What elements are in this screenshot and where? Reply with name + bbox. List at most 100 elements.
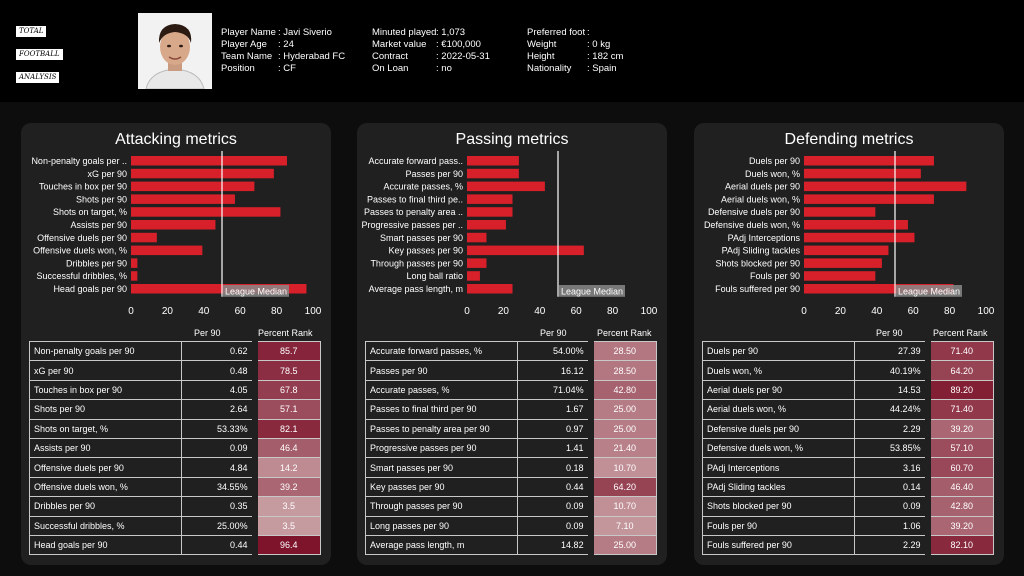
metric-per90: 0.35 [181, 496, 256, 517]
metric-name: Aerial duels won, % [701, 399, 856, 420]
metric-per90: 0.97 [517, 418, 592, 439]
metric-per90: 14.53 [854, 379, 929, 401]
metric-per90: 53.33% [181, 418, 256, 439]
metric-name: Shots on target, % [28, 418, 183, 439]
category-label: Key passes per 90 [388, 246, 463, 256]
table-row: Aerial duels per 90 14.53 89.20 [701, 379, 994, 401]
metric-rank: 21.40 [587, 437, 657, 459]
metric-rank: 67.8 [251, 379, 321, 401]
metric-per90: 34.55% [181, 476, 256, 498]
category-label: Passes to final third pe.. [367, 194, 463, 204]
metric-per90: 54.00% [517, 340, 592, 362]
bar [467, 220, 506, 230]
category-label: Non-penalty goals per .. [31, 156, 127, 166]
metric-rank: 42.80 [924, 496, 994, 517]
info-value: 24 [283, 39, 294, 50]
x-tick-label: 20 [498, 306, 510, 317]
attacking-bar-chart: Non-penalty goals per .. xG per 90 Touches… [31, 151, 322, 317]
metric-per90: 0.09 [181, 437, 256, 459]
info-key: Preferred foot [527, 27, 586, 38]
metric-per90: 0.62 [181, 340, 256, 362]
info-key: On Loan [372, 63, 409, 74]
median-label-box [223, 285, 289, 297]
category-label: Shots on target, % [53, 207, 127, 217]
info-key: Player Age [221, 39, 267, 50]
metric-rank: 85.7 [251, 340, 321, 362]
info-key: Team Name [221, 51, 273, 62]
metric-rank: 64.20 [924, 360, 994, 381]
info-value: €100,000 [441, 39, 481, 50]
panel-title: Attacking metrics [115, 131, 237, 148]
bar [804, 271, 876, 281]
metric-per90: 27.39 [854, 340, 929, 362]
metric-name: Accurate forward passes, % [364, 340, 519, 362]
metric-per90: 71.04% [517, 379, 592, 401]
category-label: Shots per 90 [76, 194, 127, 204]
x-tick-label: 100 [641, 306, 658, 317]
per90-header: Per 90 [540, 328, 567, 338]
metric-per90: 4.84 [181, 457, 256, 478]
bar [131, 232, 157, 243]
bar [131, 168, 274, 179]
logo-line: FOOTBALL [16, 49, 63, 60]
bar [131, 284, 307, 294]
x-tick-label: 100 [305, 306, 322, 317]
metric-name: Fouls suffered per 90 [701, 534, 856, 556]
metric-rank: 10.70 [587, 457, 657, 478]
metric-name: Shots per 90 [28, 399, 183, 420]
metric-name: Long passes per 90 [364, 515, 519, 536]
metric-rank: 25.00 [587, 418, 657, 439]
info-value: 182 cm [592, 51, 624, 62]
metric-name: PAdj Sliding tackles [701, 476, 856, 498]
metric-name: Shots blocked per 90 [701, 496, 856, 517]
metric-name: Accurate passes, % [364, 379, 519, 401]
x-tick-label: 60 [908, 306, 920, 317]
metric-name: Key passes per 90 [364, 476, 519, 498]
table-row: Passes to final third per 90 1.67 25.00 [364, 399, 657, 420]
metric-per90: 2.29 [854, 534, 929, 556]
metric-name: PAdj Interceptions [701, 457, 856, 478]
median-label-box [559, 285, 625, 297]
metric-per90: 3.16 [854, 457, 929, 478]
bar [467, 207, 513, 217]
bar [131, 220, 216, 230]
metric-rank: 60.70 [924, 457, 994, 478]
defending-panel: Defending metrics Duels per 90 Duels won,… [694, 123, 1004, 565]
info-value: CF [283, 63, 296, 74]
table-row: Touches in box per 90 4.05 67.8 [28, 379, 321, 401]
metric-rank: 71.40 [924, 399, 994, 420]
bar [804, 168, 921, 179]
category-label: Average pass length, m [369, 284, 463, 294]
metric-name: Offensive duels won, % [28, 476, 183, 498]
metric-per90: 16.12 [517, 360, 592, 381]
metrics-table: Duels per 90 27.39 71.40 Duels won, % 40.19%… [701, 340, 994, 556]
category-label: Aerial duels won, % [721, 194, 800, 204]
logo-line: TOTAL [16, 26, 47, 37]
info-key: Market value [372, 39, 427, 50]
category-label: Passes per 90 [405, 169, 463, 179]
bar [804, 194, 934, 204]
bar [804, 207, 876, 217]
metric-per90: 2.29 [854, 418, 929, 439]
info-value: Javi Siverio [283, 27, 332, 38]
category-label: xG per 90 [87, 169, 127, 179]
bar [131, 194, 235, 204]
table-row: Dribbles per 90 0.35 3.5 [28, 496, 321, 517]
bar [804, 181, 967, 192]
category-label: Fouls suffered per 90 [715, 284, 800, 294]
metric-rank: 10.70 [587, 496, 657, 517]
metric-per90: 44.24% [854, 399, 929, 420]
panel-title: Passing metrics [455, 131, 569, 148]
x-tick-label: 20 [835, 306, 847, 317]
metric-name: xG per 90 [28, 360, 183, 381]
metric-name: Aerial duels per 90 [701, 379, 856, 401]
info-key: Weight [527, 39, 557, 50]
metric-rank: 82.10 [924, 534, 994, 556]
bar [131, 156, 287, 166]
metric-rank: 57.10 [924, 437, 994, 459]
metric-rank: 25.00 [587, 399, 657, 420]
x-tick-label: 80 [607, 306, 619, 317]
category-label: Touches in box per 90 [39, 182, 127, 192]
metric-rank: 57.1 [251, 399, 321, 420]
metric-rank: 39.20 [924, 515, 994, 536]
